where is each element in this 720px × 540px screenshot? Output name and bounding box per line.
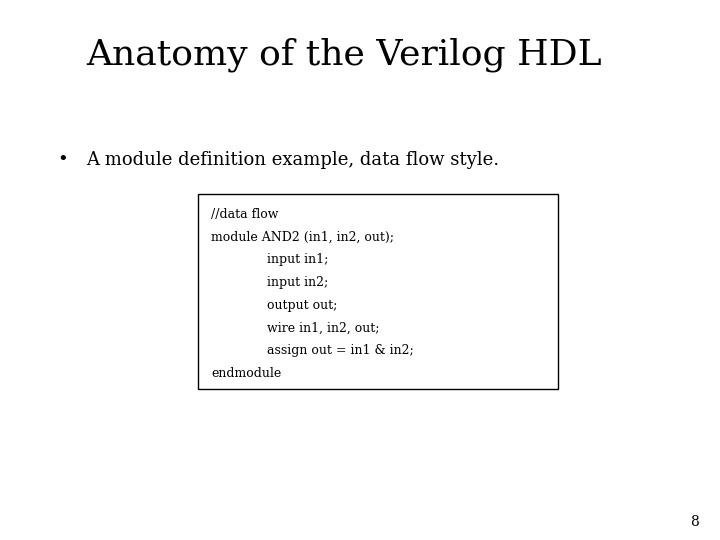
Text: module AND2 (in1, in2, out);: module AND2 (in1, in2, out);: [211, 231, 394, 244]
Text: Anatomy of the Verilog HDL: Anatomy of the Verilog HDL: [86, 38, 602, 72]
Text: //data flow: //data flow: [211, 208, 279, 221]
Text: A module definition example, data flow style.: A module definition example, data flow s…: [86, 151, 500, 169]
Text: assign out = in1 & in2;: assign out = in1 & in2;: [211, 344, 414, 357]
Text: input in2;: input in2;: [211, 276, 328, 289]
Text: wire in1, in2, out;: wire in1, in2, out;: [211, 321, 379, 334]
Text: input in1;: input in1;: [211, 253, 328, 266]
Text: •: •: [58, 151, 68, 169]
Text: 8: 8: [690, 515, 698, 529]
Text: endmodule: endmodule: [211, 367, 282, 380]
Text: output out;: output out;: [211, 299, 338, 312]
FancyBboxPatch shape: [198, 194, 558, 389]
